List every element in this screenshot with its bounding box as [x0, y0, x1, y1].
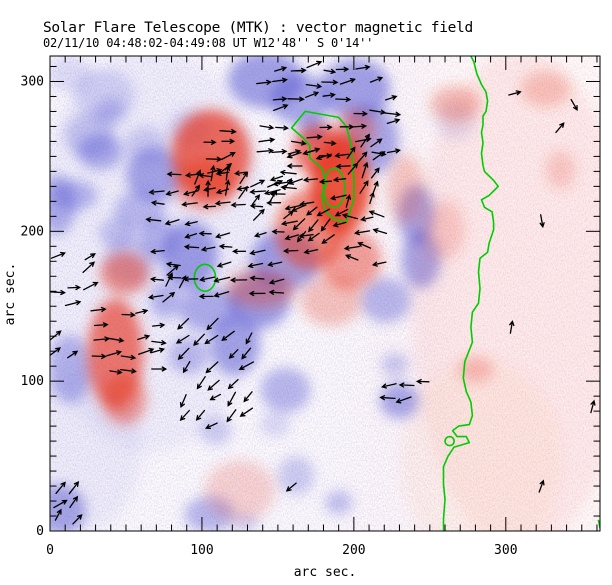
tick-labels: 0 100 200 300 0 100 200 300	[21, 74, 518, 558]
x-tick-label: 100	[190, 543, 213, 558]
y-axis-label: arc sec.	[3, 263, 18, 326]
x-tick-label: 200	[342, 543, 365, 558]
small-circle-contour	[193, 263, 217, 293]
x-tick-label: 300	[494, 543, 517, 558]
y-tick-label: 0	[36, 524, 44, 539]
y-tick-label: 300	[21, 74, 44, 89]
x-tick-label: 0	[46, 543, 54, 558]
y-tick-label: 200	[21, 224, 44, 239]
x-axis-label: arc sec.	[294, 565, 357, 580]
green-contours	[193, 56, 600, 531]
figure-subtitle: 02/11/10 04:48:02-04:49:08 UT W12'48'' S…	[43, 36, 373, 50]
core-inner-contour	[322, 167, 346, 209]
y-tick-label: 100	[21, 374, 44, 389]
tiny-loop-contour	[444, 435, 455, 447]
plot-layers: 0 100 200 300 0 100 200 300	[21, 55, 601, 558]
core-outer-contour	[290, 110, 355, 224]
positive-polarity-blobs	[87, 56, 600, 531]
vector-field-arrows	[50, 60, 596, 525]
plot-area	[50, 56, 600, 531]
neutral-line-contour	[442, 56, 500, 531]
figure-title: Solar Flare Telescope (MTK) : vector mag…	[43, 20, 473, 36]
axes	[49, 55, 601, 532]
